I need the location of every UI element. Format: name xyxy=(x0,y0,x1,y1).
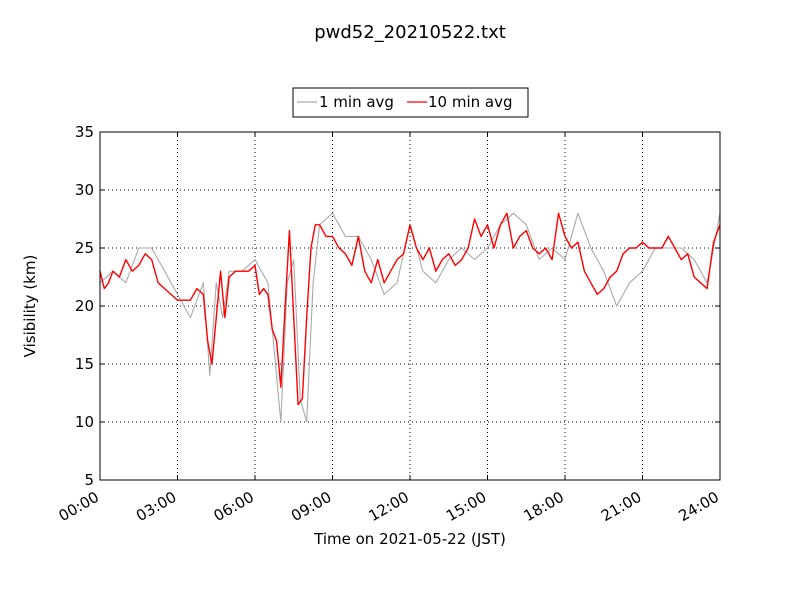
legend-label-1min: 1 min avg xyxy=(319,93,394,111)
y-tick-label: 20 xyxy=(75,297,94,315)
series-layer xyxy=(100,212,720,423)
series-line-10min xyxy=(100,212,720,406)
y-tick-label: 35 xyxy=(75,123,94,141)
y-tick-label: 15 xyxy=(75,355,94,373)
y-tick-label: 30 xyxy=(75,181,94,199)
y-tick-labels: 5 10 15 20 25 30 35 xyxy=(75,123,94,489)
y-tick-label: 10 xyxy=(75,413,94,431)
series-line-1min xyxy=(100,212,720,423)
x-axis-label: Time on 2021-05-22 (JST) xyxy=(313,530,506,548)
plot-frame xyxy=(99,131,721,481)
y-axis-label: Visibility (km) xyxy=(21,255,39,358)
y-tick-label: 5 xyxy=(84,471,94,489)
chart-title: pwd52_20210522.txt xyxy=(314,22,506,43)
legend: 1 min avg 10 min avg xyxy=(292,87,529,118)
legend-label-10min: 10 min avg xyxy=(428,93,513,111)
y-tick-label: 25 xyxy=(75,239,94,257)
